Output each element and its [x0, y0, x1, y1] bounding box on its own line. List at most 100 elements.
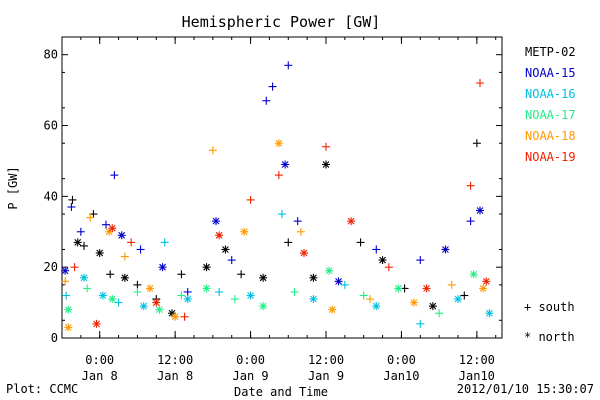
data-point — [80, 241, 88, 250]
data-point — [120, 273, 129, 282]
data-point — [86, 213, 95, 222]
footer-credit: Plot: CCMC — [6, 382, 79, 396]
x-tick-date-label: Jan 9 — [308, 369, 344, 383]
data-point — [171, 312, 180, 321]
data-point — [212, 217, 220, 226]
data-point — [372, 302, 381, 311]
data-point — [356, 238, 365, 247]
plot-frame — [61, 36, 503, 339]
data-point — [221, 245, 230, 254]
data-point — [108, 295, 117, 304]
data-point — [76, 227, 85, 236]
data-point — [328, 305, 337, 314]
data-point — [183, 287, 192, 296]
footer-timestamp: 2012/01/10 15:30:07 — [456, 382, 594, 396]
data-point — [120, 252, 129, 261]
x-tick-time-label: 12:00 — [157, 353, 193, 367]
symbol-legend: + south * north — [524, 300, 575, 344]
data-point — [152, 298, 161, 307]
chart-title: Hemispheric Power [GW] — [182, 13, 381, 31]
data-point — [410, 298, 418, 307]
data-point — [469, 270, 478, 279]
data-point — [133, 287, 142, 296]
data-point — [133, 280, 142, 289]
x-tick-time-label: 12:00 — [308, 353, 344, 367]
data-point — [177, 291, 186, 300]
data-point — [378, 256, 387, 265]
data-point — [146, 284, 154, 293]
data-point — [466, 217, 475, 226]
data-point — [139, 302, 148, 311]
symbol-legend-entry: + south — [524, 300, 575, 314]
x-tick-date-label: Jan 8 — [157, 369, 193, 383]
data-point — [274, 171, 283, 180]
data-point — [476, 79, 484, 88]
y-axis-label: P [GW] — [6, 166, 20, 209]
data-point — [155, 305, 164, 314]
data-point — [108, 224, 117, 233]
data-point — [215, 287, 224, 296]
data-point — [447, 280, 456, 289]
data-point — [454, 295, 462, 304]
data-point — [428, 302, 437, 311]
data-point — [106, 270, 115, 279]
data-point — [64, 305, 73, 314]
data-point — [472, 139, 481, 148]
y-axis: 0 20 40 60 80 — [44, 48, 502, 345]
data-point — [70, 263, 79, 272]
data-point — [482, 277, 491, 286]
data-point — [177, 270, 186, 279]
x-tick-date-label: Jan 8 — [82, 369, 118, 383]
x-tick-time-label: 12:00 — [459, 353, 495, 367]
y-tick-label: 0 — [51, 331, 58, 345]
legend-entry: NOAA-17 — [525, 108, 576, 122]
legend-entry: METP-02 — [525, 45, 576, 59]
data-point — [309, 295, 318, 304]
data-point — [240, 227, 249, 236]
data-point — [322, 160, 330, 169]
data-point — [73, 238, 82, 247]
data-point — [274, 139, 283, 148]
data-point — [485, 309, 494, 318]
data-point — [237, 270, 246, 279]
legend-entry: NOAA-15 — [525, 66, 576, 80]
data-point — [62, 291, 71, 300]
data-point — [366, 295, 374, 304]
data-point — [259, 302, 268, 311]
x-tick-time-label: 0:00 — [85, 353, 114, 367]
data-point — [325, 266, 334, 275]
data-point — [80, 273, 88, 282]
data-point — [61, 277, 70, 286]
data-point — [290, 287, 299, 296]
legend-entry: NOAA-19 — [525, 150, 576, 164]
data-point — [293, 217, 302, 226]
data-point — [215, 231, 224, 240]
x-tick-time-label: 0:00 — [387, 353, 416, 367]
y-tick-label: 60 — [44, 119, 58, 133]
data-point — [158, 263, 167, 272]
data-point — [102, 220, 110, 229]
data-point — [296, 227, 305, 236]
legend-entry: NOAA-16 — [525, 87, 576, 101]
data-point — [416, 319, 425, 328]
y-tick-label: 20 — [44, 260, 58, 274]
series-legend: METP-02 NOAA-15 NOAA-16 NOAA-17 NOAA-18 NOAA-… — [525, 45, 576, 164]
data-point — [347, 217, 356, 226]
data-point — [259, 273, 268, 282]
data-point — [98, 291, 107, 300]
data-markers — [61, 61, 494, 332]
data-point — [268, 82, 277, 91]
data-point — [180, 312, 189, 321]
data-point — [322, 142, 330, 151]
data-point — [359, 291, 368, 300]
data-point — [227, 256, 236, 265]
data-point — [300, 249, 308, 258]
data-point — [416, 256, 425, 265]
data-point — [476, 206, 484, 215]
symbol-legend-entry: * north — [524, 330, 575, 344]
data-point — [284, 238, 293, 247]
data-point — [372, 245, 381, 254]
data-point — [278, 210, 286, 219]
data-point — [466, 181, 475, 190]
data-point — [67, 202, 76, 211]
